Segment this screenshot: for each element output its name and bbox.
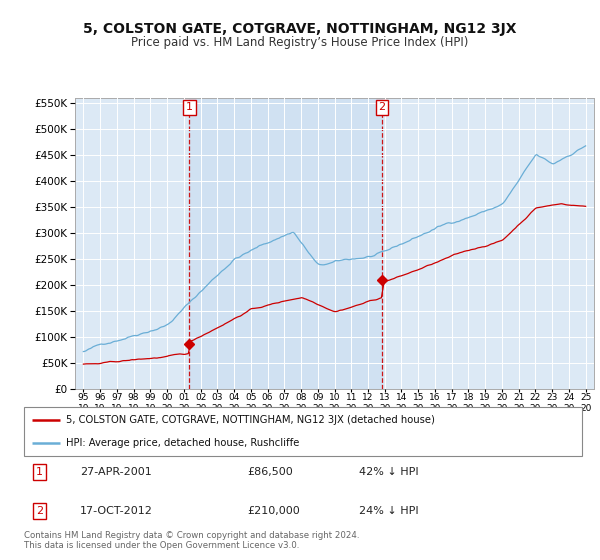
Text: 42% ↓ HPI: 42% ↓ HPI xyxy=(359,467,418,477)
Text: £210,000: £210,000 xyxy=(247,506,300,516)
Bar xyxy=(190,98,382,389)
Text: 5, COLSTON GATE, COTGRAVE, NOTTINGHAM, NG12 3JX (detached house): 5, COLSTON GATE, COTGRAVE, NOTTINGHAM, N… xyxy=(66,416,435,426)
Text: Price paid vs. HM Land Registry’s House Price Index (HPI): Price paid vs. HM Land Registry’s House … xyxy=(131,36,469,49)
Text: Contains HM Land Registry data © Crown copyright and database right 2024.
This d: Contains HM Land Registry data © Crown c… xyxy=(24,531,359,550)
Text: 2: 2 xyxy=(36,506,43,516)
Text: 1: 1 xyxy=(36,467,43,477)
Text: 1: 1 xyxy=(186,102,193,113)
Text: 2: 2 xyxy=(379,102,385,113)
Text: 27-APR-2001: 27-APR-2001 xyxy=(80,467,152,477)
Text: HPI: Average price, detached house, Rushcliffe: HPI: Average price, detached house, Rush… xyxy=(66,438,299,448)
Text: 5, COLSTON GATE, COTGRAVE, NOTTINGHAM, NG12 3JX: 5, COLSTON GATE, COTGRAVE, NOTTINGHAM, N… xyxy=(83,22,517,36)
Text: 24% ↓ HPI: 24% ↓ HPI xyxy=(359,506,418,516)
Text: £86,500: £86,500 xyxy=(247,467,293,477)
Text: 17-OCT-2012: 17-OCT-2012 xyxy=(80,506,152,516)
